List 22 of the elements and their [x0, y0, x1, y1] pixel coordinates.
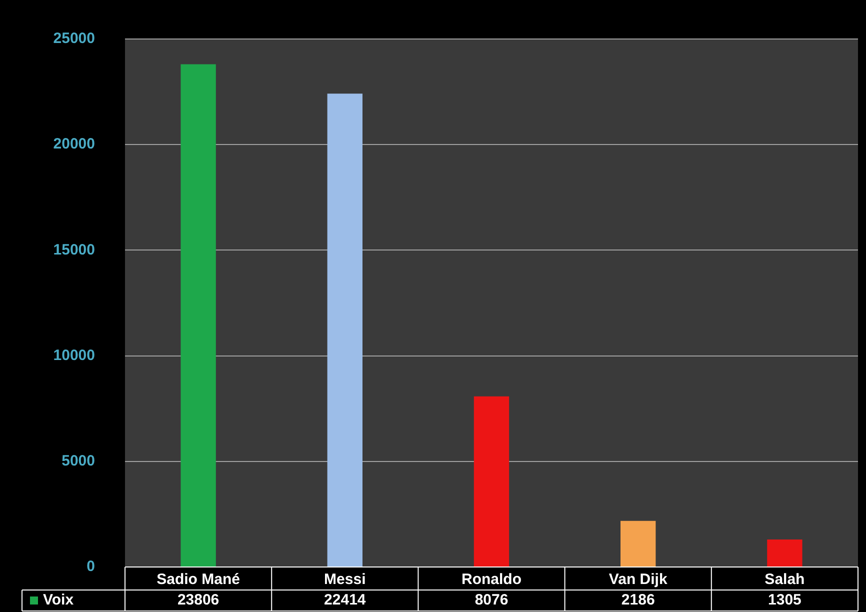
bar	[327, 94, 362, 566]
x-tick-label: Messi	[324, 571, 366, 588]
y-tick-label: 20000	[53, 136, 95, 153]
data-label: 22414	[324, 592, 366, 609]
data-label: 23806	[177, 592, 220, 609]
y-tick-label: 15000	[53, 241, 95, 258]
data-label: 8076	[474, 592, 508, 609]
x-tick-label: Van Dijk	[608, 571, 668, 588]
bar	[620, 520, 656, 566]
x-tick-label: Sadio Mané	[156, 571, 240, 588]
y-tick-label: 0	[86, 558, 95, 576]
legend-label: Voix	[43, 592, 74, 609]
y-tick-label: 5000	[62, 452, 95, 470]
data-label: 2186	[621, 592, 655, 609]
y-tick-label: 10000	[53, 346, 95, 364]
bar	[474, 396, 510, 566]
x-tick-label: Ronaldo	[462, 571, 522, 588]
x-tick-label: Salah	[764, 571, 805, 588]
data-label: 1305	[768, 592, 802, 609]
y-tick-label: 25000	[53, 30, 95, 48]
bar	[767, 539, 802, 566]
bar	[180, 64, 216, 566]
